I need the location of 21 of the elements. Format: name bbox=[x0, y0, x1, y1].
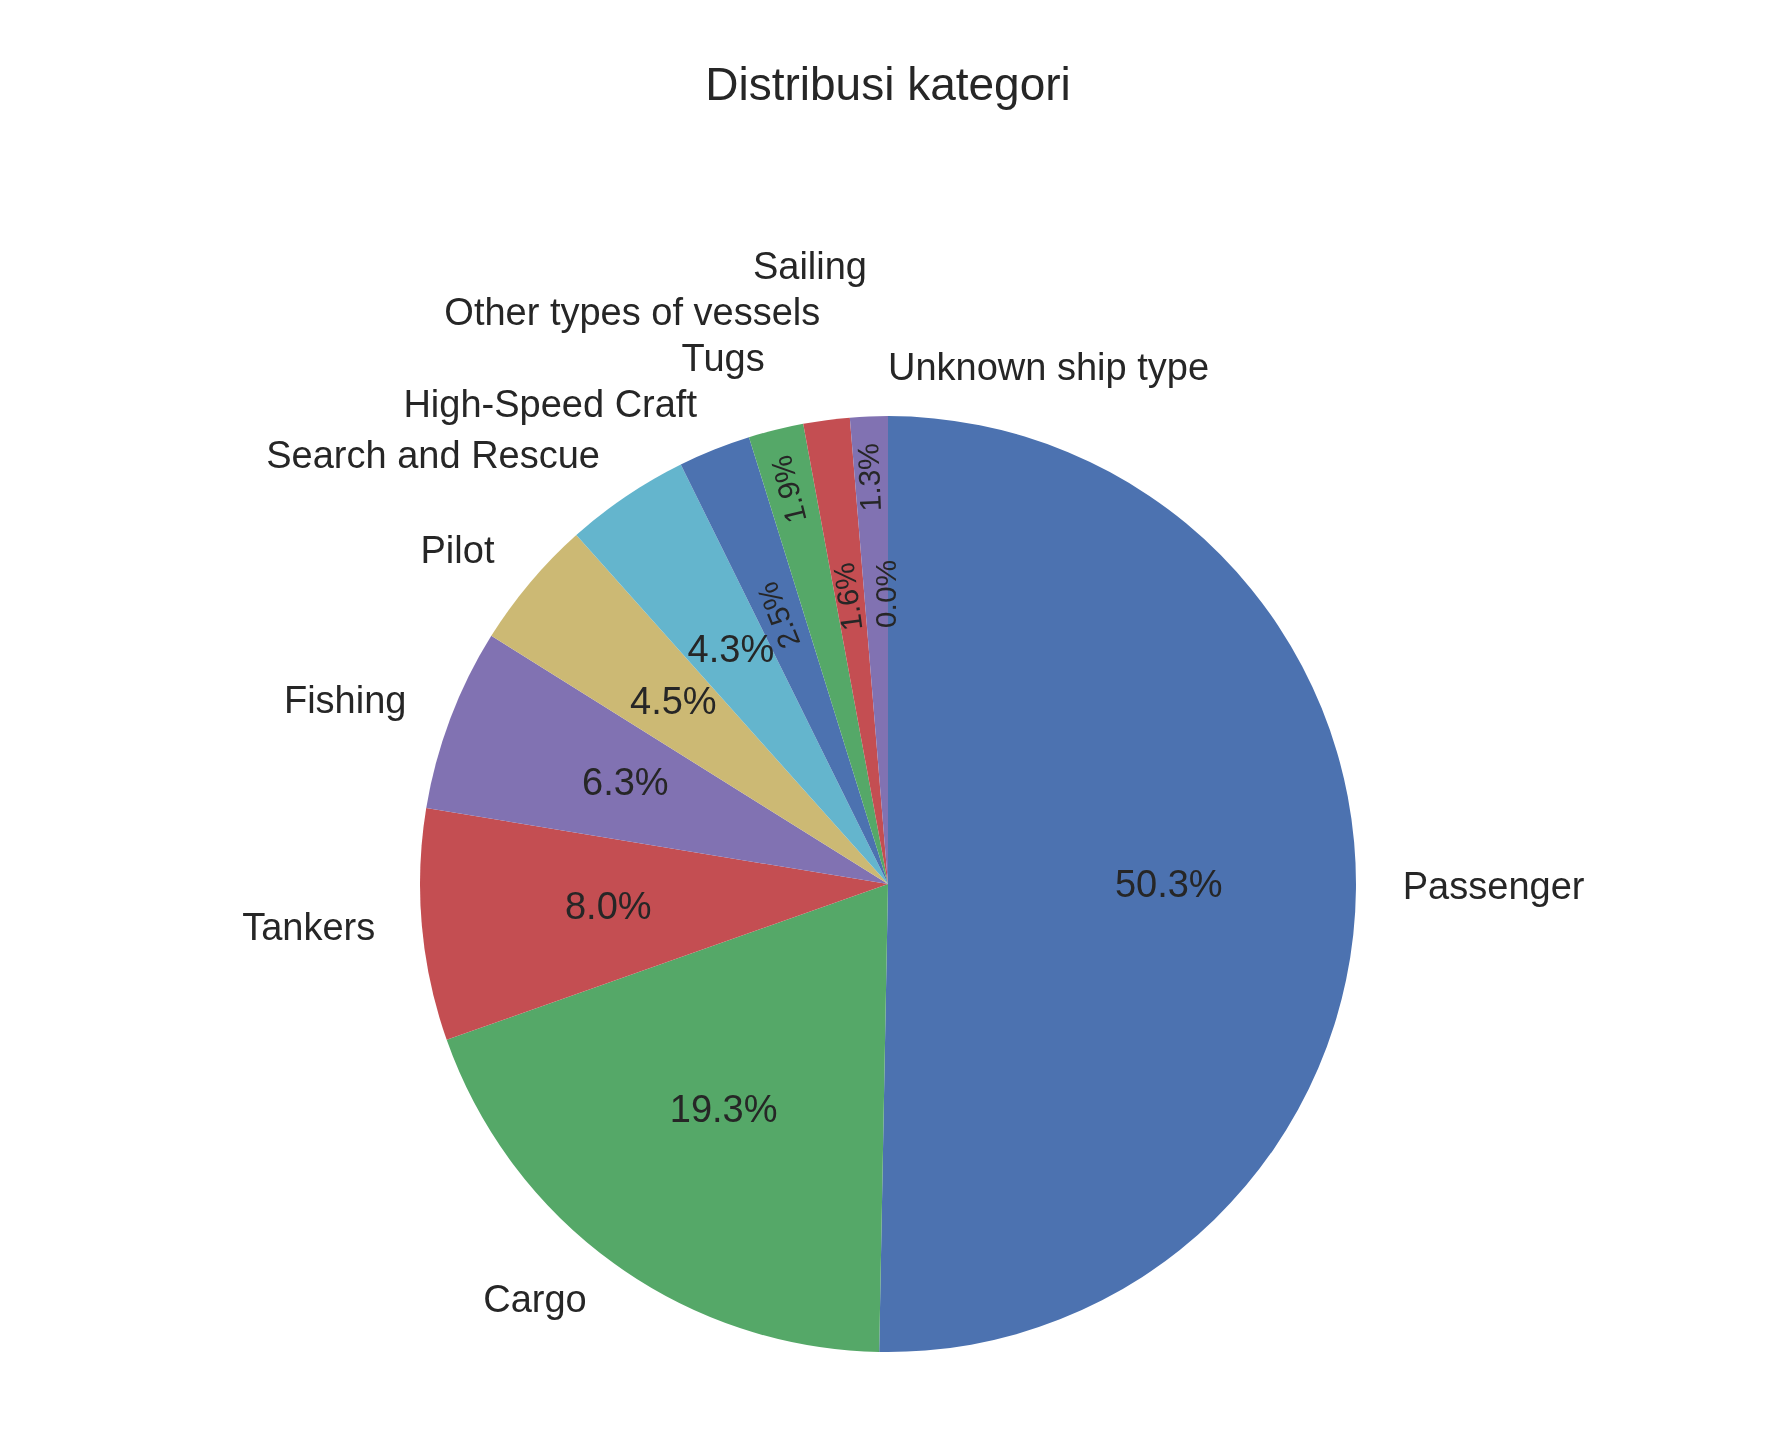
slice-label: High-Speed Craft bbox=[403, 382, 698, 425]
text: 0.0% bbox=[869, 559, 903, 629]
chart-title: Distribusi kategori bbox=[705, 58, 1071, 111]
slice-label: Search and Rescue bbox=[266, 433, 600, 476]
data-label: 50.3% bbox=[1114, 863, 1223, 906]
data-label: 4.5% bbox=[630, 679, 717, 722]
data-label: 1.3% bbox=[851, 442, 888, 513]
data-label: 8.0% bbox=[564, 885, 652, 928]
data-label: 6.3% bbox=[582, 761, 669, 804]
slice-label: Fishing bbox=[283, 678, 407, 721]
slice-label: Cargo bbox=[483, 1278, 587, 1321]
slice-label: Other types of vessels bbox=[444, 290, 821, 333]
slice-label: Passenger bbox=[1402, 865, 1585, 908]
category-label: Unknown ship type bbox=[888, 345, 1210, 388]
data-label: 1.6% bbox=[826, 560, 869, 633]
slice-label: Tankers bbox=[242, 905, 376, 948]
slice-label: Tugs bbox=[681, 336, 765, 379]
data-label: 19.3% bbox=[669, 1088, 778, 1131]
data-label: 1.9% bbox=[764, 452, 813, 527]
slice-label: Pilot bbox=[420, 528, 495, 571]
slice-label: Sailing bbox=[752, 244, 867, 287]
